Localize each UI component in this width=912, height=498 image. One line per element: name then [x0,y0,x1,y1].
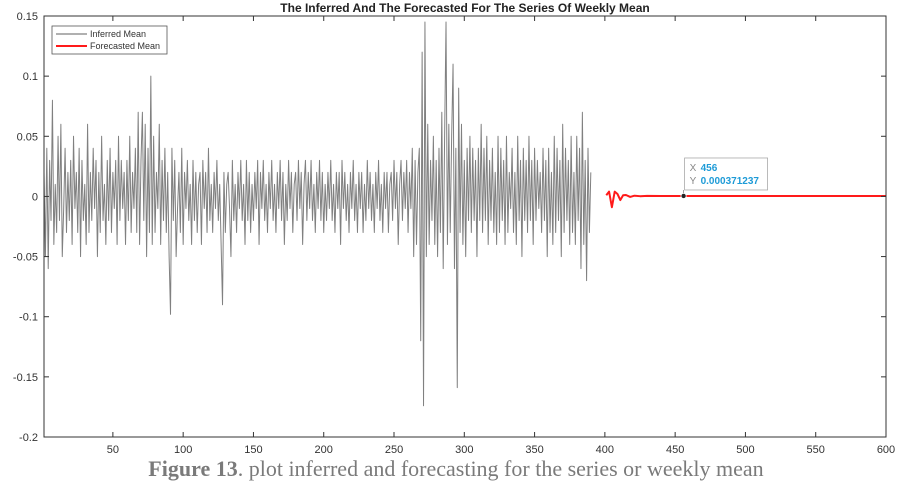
x-tick-label: 100 [174,444,192,456]
chart: 50 100 150 200 250 300 350 400 450 500 550 600 -0.2 -… [13,1,895,456]
y-tick-label: -0.1 [19,312,38,324]
y-tick-label: 0.15 [17,11,38,23]
plot-frame [43,15,887,438]
x-tick-label: 550 [807,444,825,456]
y-tick-label: 0 [32,191,38,203]
series-line-inferred-mean [43,21,592,407]
x-tick-label: 50 [107,444,119,456]
x-tick-label: 200 [315,444,333,456]
y-tick-label: 0.1 [23,71,38,83]
figure-caption-label: Figure 13 [148,456,238,481]
figure-caption-text: . plot inferred and forecasting for the … [237,456,764,481]
x-tick-label: 250 [385,444,403,456]
x-tick-label: 350 [525,444,543,456]
x-tick-label: 150 [244,444,262,456]
ticks-layer: 50 100 150 200 250 300 350 400 450 500 550 600 -0.2 -… [13,11,895,456]
datatip-x-value: 456 [701,163,718,174]
datatip-marker[interactable] [680,192,687,199]
y-tick-label: -0.05 [13,252,38,264]
series-layer [43,21,886,407]
legend-label-inferred: Inferred Mean [90,29,146,39]
legend-label-forecasted: Forecasted Mean [90,41,160,51]
datatip[interactable]: X 456 Y 0.000371237 [680,157,768,199]
datatip-box [684,157,768,191]
y-tick-label: 0.05 [17,131,38,143]
legend-box [51,25,168,55]
chart-title: The Inferred And The Forecasted For The … [280,1,649,15]
datatip-y-label: Y [690,176,697,187]
legend: Inferred Mean Forecasted Mean [51,25,168,55]
datatip-x-label: X [690,163,697,174]
x-tick-label: 300 [455,444,473,456]
x-tick-label: 400 [596,444,614,456]
series-line-forecasted-mean [605,190,886,209]
x-tick-label: 500 [736,444,754,456]
figure-caption: Figure 13. plot inferred and forecasting… [0,456,912,482]
y-tick-label: -0.2 [19,432,38,444]
x-tick-label: 600 [877,444,895,456]
datatip-y-value: 0.000371237 [701,176,760,187]
y-tick-label: -0.15 [13,372,38,384]
x-tick-label: 450 [666,444,684,456]
